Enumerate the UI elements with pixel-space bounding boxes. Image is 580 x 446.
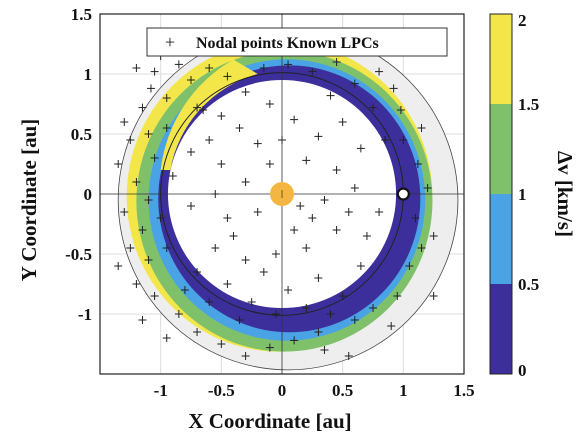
y-tick-label: 1 [84, 65, 93, 84]
x-axis-label: X Coordinate [au] [188, 409, 351, 433]
colorbar-tick-label: 1 [518, 185, 527, 204]
colorbar-tick-label: 0 [518, 361, 527, 380]
colorbar-band [490, 194, 512, 284]
colorbar-band [490, 104, 512, 194]
x-tick-label: -0.5 [208, 381, 235, 400]
colorbar-tick-label: 1.5 [518, 95, 539, 114]
colorbar-band [490, 284, 512, 374]
y-tick-label: -1 [78, 305, 92, 324]
legend-plus-icon: + [165, 32, 175, 52]
colorbar-tick-label: 2 [518, 11, 527, 30]
y-tick-label: 0 [84, 185, 93, 204]
x-tick-labels: -1 -0.5 0 0.5 1 1.5 [154, 381, 475, 400]
colorbar-label: Δv [km/s] [553, 151, 577, 237]
y-axis-label: Y Coordinate [au] [17, 119, 41, 282]
y-tick-label: 0.5 [71, 125, 92, 144]
legend: + Nodal points Known LPCs [147, 28, 447, 56]
colorbar-band [490, 14, 512, 104]
y-tick-label: -0.5 [65, 245, 92, 264]
x-tick-label: 1 [399, 381, 408, 400]
x-tick-label: 0 [278, 381, 287, 400]
y-tick-label: 1.5 [71, 5, 92, 24]
x-tick-label: 1.5 [453, 381, 474, 400]
earth-icon [398, 189, 409, 200]
legend-entry: Nodal points Known LPCs [196, 35, 379, 52]
colorbar [490, 14, 512, 374]
x-tick-label: 0.5 [332, 381, 353, 400]
y-tick-labels: 1.5 1 0.5 0 -0.5 -1 [65, 5, 92, 324]
colorbar-tick-label: 0.5 [518, 275, 539, 294]
x-tick-label: -1 [154, 381, 168, 400]
colorbar-tick-labels: 2 1.5 1 0.5 0 [518, 11, 539, 380]
